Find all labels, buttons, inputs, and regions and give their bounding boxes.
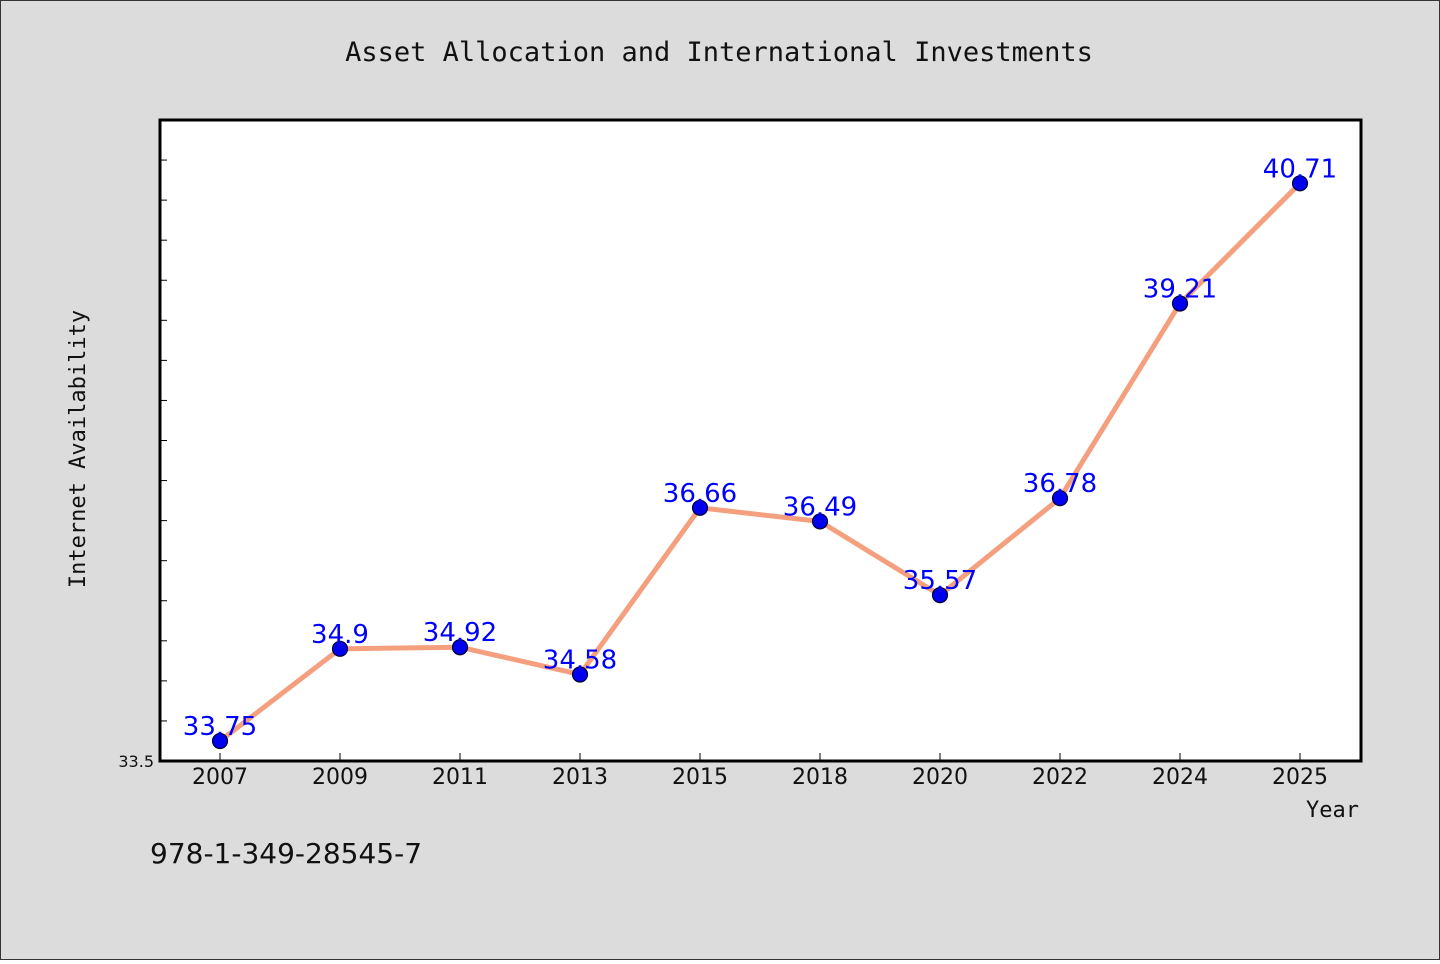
x-tick-label: 2013 [552, 765, 608, 790]
data-point [1291, 175, 1309, 192]
data-label: 39.21 [1143, 274, 1217, 304]
series-markers [211, 175, 1309, 750]
data-labels: 33.75 34.9 34.92 34.58 36.66 36.49 35.57 36.78 3… [183, 154, 1337, 742]
x-tick-label: 2020 [912, 765, 968, 790]
chart-title: Asset Allocation and International Inves… [345, 37, 1093, 68]
data-label: 33.75 [183, 712, 257, 742]
x-tick-label: 2018 [792, 765, 848, 790]
data-point [451, 639, 469, 656]
data-point [931, 587, 949, 604]
data-point [1051, 490, 1069, 507]
x-tick-label: 2009 [312, 765, 368, 790]
footer-code: 978-1-349-28545-7 [150, 837, 422, 870]
data-point [571, 666, 589, 683]
x-tick-label: 2024 [1152, 765, 1208, 790]
plot-frame [158, 118, 1363, 763]
x-ticks: 2007 2009 2011 2013 2015 2018 2020 2022 2024 2025 [192, 753, 1328, 790]
data-label: 34.92 [423, 618, 497, 648]
data-label: 40.71 [1263, 154, 1337, 184]
data-label: 35.57 [903, 566, 977, 596]
data-label: 36.66 [663, 479, 737, 509]
data-point [1171, 295, 1189, 312]
x-axis-label: Year [1306, 798, 1359, 823]
series-line [217, 180, 1303, 744]
x-tick-label: 2011 [432, 765, 488, 790]
data-label: 34.9 [311, 620, 369, 650]
y-axis-label: Internet Availability [66, 310, 91, 588]
data-point [331, 640, 349, 657]
x-tick-label: 2022 [1032, 765, 1088, 790]
series-line-group [217, 180, 1303, 744]
plot-area [160, 120, 1361, 761]
x-tick-label: 2025 [1272, 765, 1328, 790]
y-tick-label-min: 33.5 [118, 752, 154, 771]
x-tick-label: 2015 [672, 765, 728, 790]
x-tick-label: 2007 [192, 765, 248, 790]
data-point [211, 732, 229, 750]
data-point [691, 499, 709, 516]
data-label: 36.78 [1023, 469, 1097, 499]
data-label: 34.58 [543, 645, 617, 675]
data-label: 36.49 [783, 492, 857, 522]
data-point [811, 513, 829, 530]
